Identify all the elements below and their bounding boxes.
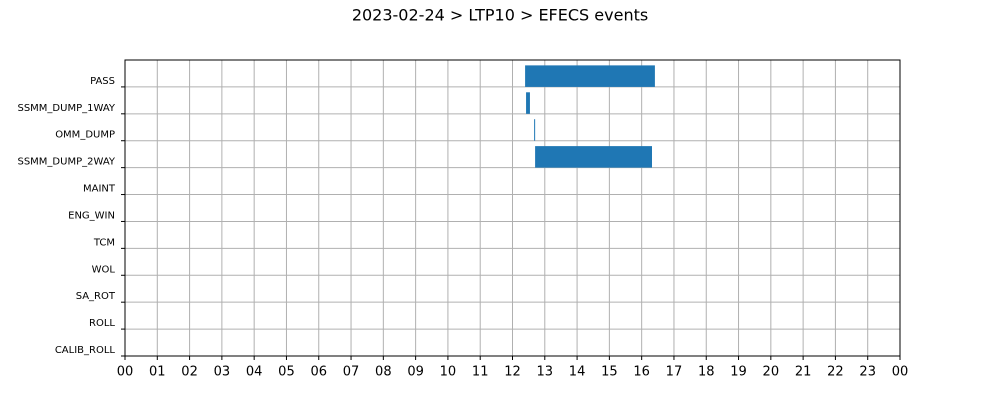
x-tick-label: 00 bbox=[892, 365, 909, 380]
x-tick-label: 05 bbox=[278, 365, 295, 380]
event-bar bbox=[526, 92, 530, 114]
x-tick-label: 20 bbox=[763, 365, 780, 380]
x-tick-label: 15 bbox=[601, 365, 618, 380]
x-tick-label: 12 bbox=[504, 365, 521, 380]
x-tick-label: 14 bbox=[569, 365, 586, 380]
x-tick-label: 18 bbox=[698, 365, 715, 380]
x-tick-label: 07 bbox=[343, 365, 360, 380]
x-tick-label: 17 bbox=[666, 365, 683, 380]
x-tick-label: 01 bbox=[149, 365, 166, 380]
x-tick-label: 10 bbox=[440, 365, 457, 380]
y-tick-label: ENG_WIN bbox=[68, 210, 115, 221]
event-bar bbox=[535, 146, 652, 168]
y-tick-label: SSMM_DUMP_2WAY bbox=[17, 157, 115, 168]
y-tick-label: CALIB_ROLL bbox=[55, 345, 116, 356]
chart-title: 2023-02-24 > LTP10 > EFECS events bbox=[352, 6, 648, 25]
y-tick-label: OMM_DUMP bbox=[55, 130, 115, 141]
x-tick-label: 21 bbox=[795, 365, 812, 380]
event-bar bbox=[534, 119, 536, 141]
x-tick-label: 19 bbox=[730, 365, 747, 380]
y-tick-label: ROLL bbox=[89, 318, 115, 329]
x-tick-label: 11 bbox=[472, 365, 489, 380]
y-tick-label: SSMM_DUMP_1WAY bbox=[17, 103, 115, 114]
y-tick-label: PASS bbox=[90, 76, 115, 87]
x-tick-label: 03 bbox=[214, 365, 231, 380]
y-tick-label: SA_ROT bbox=[76, 291, 116, 302]
x-tick-label: 13 bbox=[537, 365, 554, 380]
y-tick-label: MAINT bbox=[83, 184, 116, 195]
x-tick-label: 23 bbox=[859, 365, 876, 380]
x-tick-label: 04 bbox=[246, 365, 263, 380]
y-tick-label: WOL bbox=[92, 264, 116, 275]
plot-frame bbox=[124, 59, 901, 357]
x-tick-label: 00 bbox=[117, 365, 134, 380]
x-tick-label: 22 bbox=[827, 365, 844, 380]
x-tick-label: 08 bbox=[375, 365, 392, 380]
y-tick-label: TCM bbox=[93, 237, 115, 248]
event-bar bbox=[525, 65, 655, 87]
x-tick-label: 02 bbox=[181, 365, 198, 380]
x-tick-label: 06 bbox=[310, 365, 327, 380]
x-tick-label: 16 bbox=[633, 365, 650, 380]
x-tick-label: 09 bbox=[407, 365, 424, 380]
